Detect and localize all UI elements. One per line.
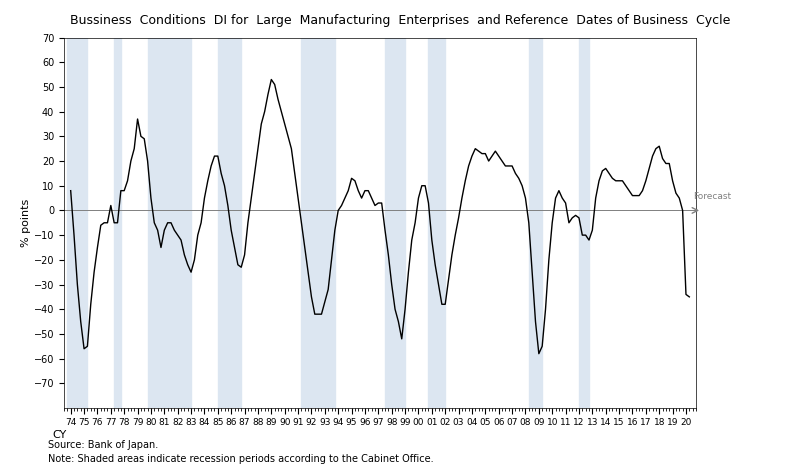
Bar — [579, 38, 589, 408]
Text: Forecast: Forecast — [694, 191, 731, 201]
Bar — [147, 38, 191, 408]
Bar — [529, 38, 542, 408]
Y-axis label: % points: % points — [21, 199, 31, 247]
Text: Bussiness  Conditions  DI for  Large  Manufacturing  Enterprises  and Reference : Bussiness Conditions DI for Large Manufa… — [70, 14, 730, 27]
Bar — [302, 38, 335, 408]
Text: Source: Bank of Japan.: Source: Bank of Japan. — [48, 440, 158, 450]
Bar — [385, 38, 405, 408]
Bar — [429, 38, 446, 408]
Bar — [114, 38, 121, 408]
Text: CY: CY — [53, 430, 67, 440]
Bar — [218, 38, 242, 408]
Bar — [67, 38, 87, 408]
Text: Note: Shaded areas indicate recession periods according to the Cabinet Office.: Note: Shaded areas indicate recession pe… — [48, 454, 434, 464]
